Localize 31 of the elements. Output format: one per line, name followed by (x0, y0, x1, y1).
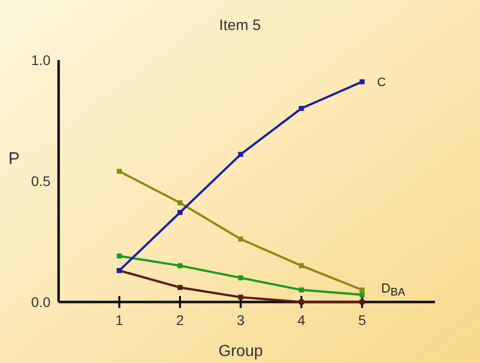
x-tick-label: 1 (115, 312, 124, 328)
point (360, 79, 365, 84)
point (298, 300, 304, 304)
point (238, 236, 244, 242)
point (360, 292, 365, 298)
point (238, 275, 244, 280)
x-tick-label: 4 (298, 312, 306, 328)
annotation: D$_{BA}$ (381, 280, 406, 300)
chart-title: Item 5 (219, 17, 261, 34)
point (178, 200, 182, 206)
point (238, 152, 244, 157)
x-axis-title: Group (218, 343, 264, 360)
y-axis-title: P (8, 149, 20, 168)
y-tick-label: 0.0 (31, 294, 51, 310)
y-tick-label: 0.5 (31, 173, 51, 189)
point (238, 294, 244, 300)
x-tick-label: 5 (358, 312, 366, 328)
point (178, 284, 182, 290)
y-tick-label: 1.0 (31, 52, 51, 68)
point (116, 254, 122, 259)
point (178, 210, 182, 215)
point (298, 106, 304, 111)
x-tick-label: 3 (236, 312, 245, 328)
point (298, 287, 304, 292)
point (178, 263, 182, 268)
point (298, 263, 304, 268)
point (360, 300, 365, 304)
point (360, 287, 365, 292)
x-tick-label: 2 (176, 312, 184, 328)
point (116, 168, 122, 174)
series-label: C (377, 74, 386, 89)
